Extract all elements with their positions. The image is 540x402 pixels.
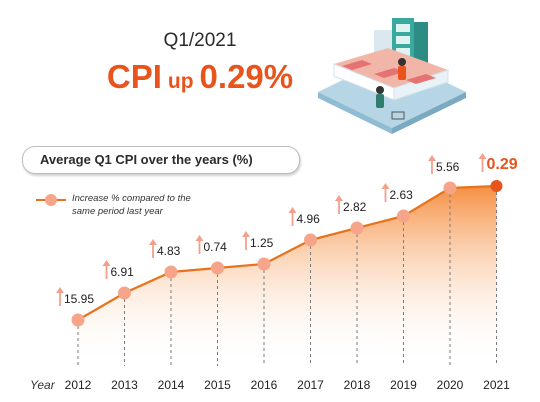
data-point-2012 <box>71 313 85 327</box>
up-arrow-head-2018 <box>335 195 343 201</box>
chart-title-box: Average Q1 CPI over the years (%) <box>22 146 300 174</box>
data-label-2021: 0.29 <box>487 156 518 173</box>
meat-counter <box>333 48 449 101</box>
x-tick-2012: 2012 <box>65 378 92 392</box>
up-arrow-head-2015 <box>195 235 204 241</box>
x-tick-2018: 2018 <box>344 378 371 392</box>
headline-value: 0.29% <box>199 58 294 95</box>
x-tick-2013: 2013 <box>111 378 138 392</box>
shopper-figures <box>376 58 406 120</box>
store-shelves <box>374 18 428 64</box>
data-point-2015 <box>211 261 224 275</box>
data-label-2014: 4.83 <box>157 244 181 258</box>
x-tick-2019: 2019 <box>390 378 417 392</box>
data-point-2014 <box>164 265 178 279</box>
up-arrow-head-2014 <box>149 239 157 245</box>
x-tick-2014: 2014 <box>158 378 185 392</box>
legend-label: Increase % compared to the same period l… <box>72 193 191 217</box>
x-tick-2015: 2015 <box>204 378 231 392</box>
data-label-2017: 4.96 <box>297 212 321 226</box>
data-label-2013: 6.91 <box>111 265 135 279</box>
period-title: Q1/2021 <box>163 30 237 51</box>
data-label-2016: 1.25 <box>250 236 274 250</box>
headline-mid: up <box>167 70 194 93</box>
up-arrow-head-2016 <box>242 231 250 237</box>
data-point-2021 <box>490 180 503 192</box>
series-line <box>77 184 497 321</box>
data-point-2013 <box>118 286 131 300</box>
chart-title: Average Q1 CPI over the years (%) <box>40 152 253 167</box>
x-tick-2020: 2020 <box>437 378 464 392</box>
x-tick-2017: 2017 <box>297 378 324 392</box>
data-label-2018: 2.82 <box>343 200 367 214</box>
data-point-2020 <box>443 181 457 195</box>
data-label-2012: 15.95 <box>64 292 94 306</box>
data-label-2020: 5.56 <box>436 160 460 174</box>
area-fill <box>78 186 497 366</box>
x-axis-label: Year <box>30 378 56 392</box>
up-arrow-head-2013 <box>102 260 111 266</box>
data-point-2016 <box>257 257 271 271</box>
data-point-2019 <box>397 209 410 223</box>
up-arrow-head-2021 <box>478 153 487 159</box>
data-label-2019: 2.63 <box>390 188 414 202</box>
headline: CPI up 0.29% <box>70 58 330 96</box>
up-arrow-head-2020 <box>428 155 436 161</box>
up-arrow-head-2019 <box>381 183 390 189</box>
headline-prefix: CPI <box>106 58 162 95</box>
x-tick-2021: 2021 <box>483 378 510 392</box>
up-arrow-head-2017 <box>288 207 297 213</box>
legend-marker-swatch <box>45 194 57 206</box>
data-label-2015: 0.74 <box>204 240 228 254</box>
x-tick-2016: 2016 <box>251 378 278 392</box>
up-arrow-head-2012 <box>56 287 64 293</box>
data-point-2018 <box>350 221 364 235</box>
data-point-2017 <box>304 233 317 247</box>
